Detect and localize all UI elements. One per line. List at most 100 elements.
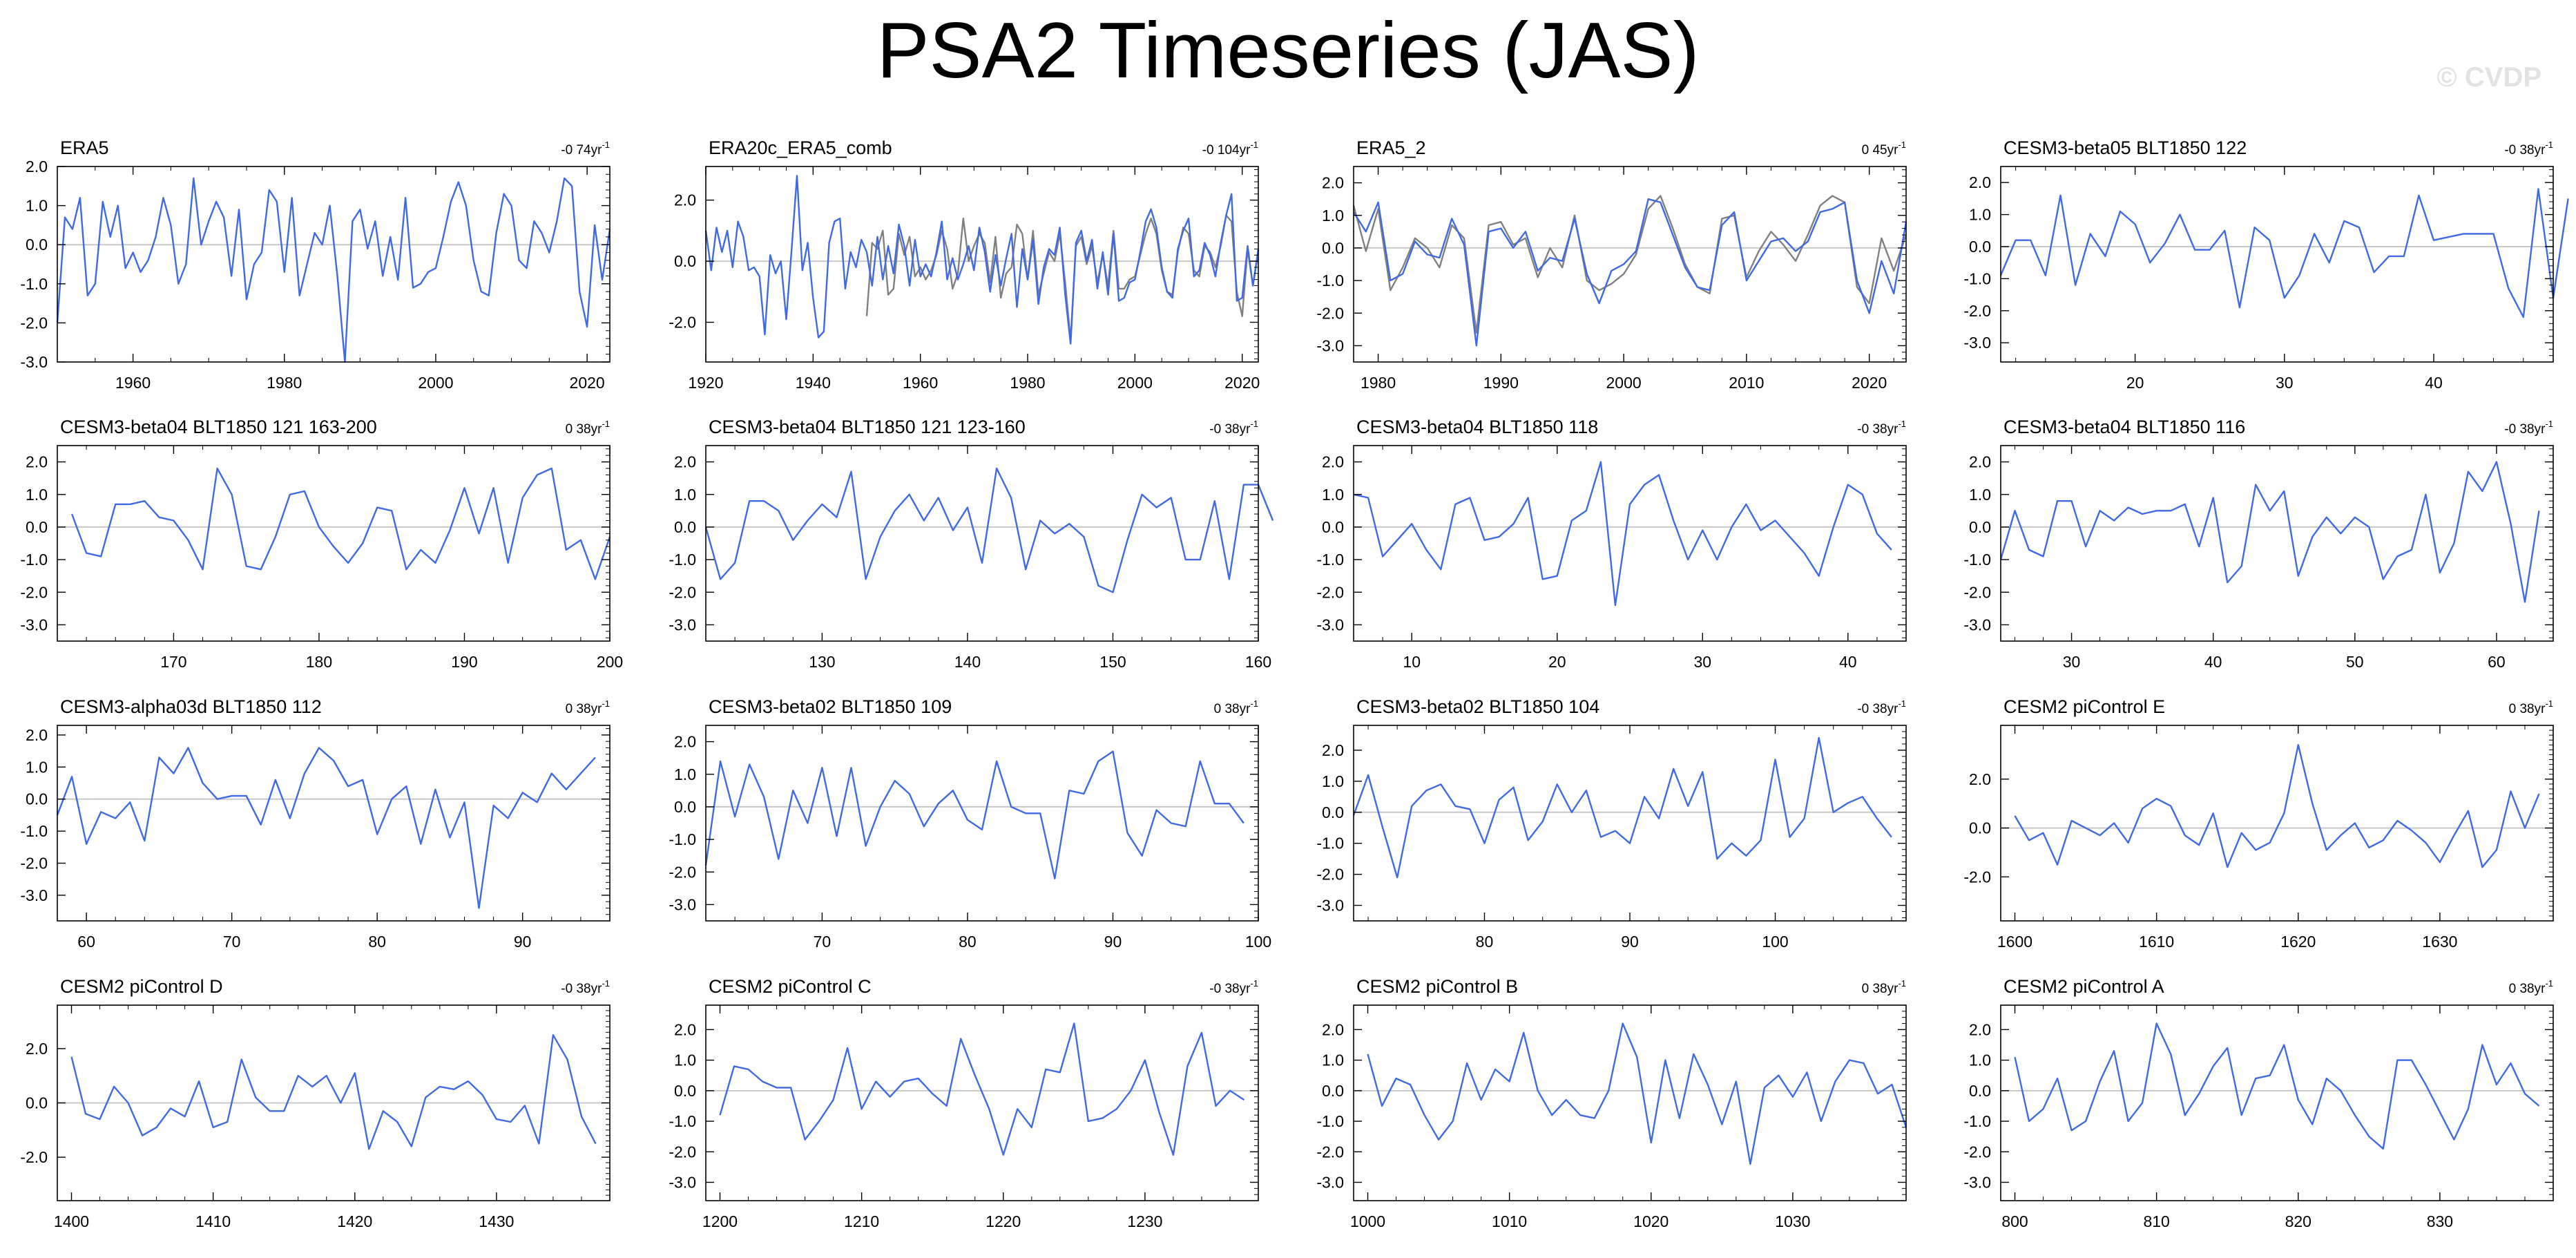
- y-tick-label: 0.0: [26, 1094, 48, 1112]
- y-tick-label: -2.0: [1316, 583, 1344, 601]
- y-tick-label: 0.0: [1322, 239, 1344, 257]
- x-tick-label: 2020: [1224, 374, 1260, 392]
- x-tick-label: 190: [451, 653, 477, 671]
- y-tick-label: -2.0: [20, 1148, 48, 1166]
- x-tick-label: 30: [2063, 653, 2081, 671]
- chart-panel: 60 70 80 90 2.0 1.0 0.0 -1.0 -2.0 -3.0 CESM3-alpha…: [20, 696, 611, 951]
- y-tick-label: -1.0: [669, 551, 696, 569]
- y-tick-label: 0.0: [674, 252, 696, 270]
- x-tick-label: 80: [959, 933, 977, 951]
- y-tick-label: -3.0: [669, 895, 696, 913]
- x-tick-label: 1430: [479, 1212, 514, 1230]
- panel-trend: 0 38yr-1: [2509, 978, 2553, 996]
- series-line: [704, 175, 1260, 345]
- x-tick-label: 60: [2488, 653, 2506, 671]
- x-tick-label: 830: [2427, 1212, 2453, 1230]
- y-tick-label: -3.0: [20, 616, 48, 633]
- x-tick-label: 1980: [1361, 374, 1396, 392]
- x-tick-label: 1030: [1775, 1212, 1810, 1230]
- x-tick-label: 80: [1476, 933, 1494, 951]
- y-tick-label: 2.0: [1969, 770, 1991, 788]
- y-tick-label: 1.0: [26, 486, 48, 504]
- y-tick-label: 0.0: [1969, 1082, 1991, 1100]
- trend-exponent: -1: [602, 978, 610, 989]
- chart-panel: 1960 1980 2000 2020 2.0 1.0 0.0 -1.0 -2.0 -3.0 ERA…: [20, 137, 611, 392]
- y-tick-label: -1.0: [669, 830, 696, 848]
- x-tick-label: 2020: [1852, 374, 1887, 392]
- trend-exponent: -1: [602, 140, 610, 150]
- y-tick-label: -2.0: [1963, 1143, 1991, 1161]
- y-tick-label: -2.0: [20, 854, 48, 872]
- chart-panel: 80 90 100 2.0 1.0 0.0 -1.0 -2.0 -3.0 CESM3-beta02…: [1316, 696, 1907, 951]
- y-tick-label: 2.0: [674, 1020, 696, 1038]
- y-tick-label: 0.0: [1969, 819, 1991, 837]
- series-line: [70, 1033, 597, 1150]
- y-tick-label: 1.0: [674, 1051, 696, 1069]
- series-line: [2014, 744, 2540, 868]
- series-line: [70, 467, 611, 580]
- series-line: [865, 214, 1260, 342]
- y-tick-label: 2.0: [1969, 453, 1991, 471]
- panel-title: CESM2 piControl E: [2003, 696, 2165, 717]
- panel-trend: -0 38yr-1: [2504, 140, 2553, 158]
- y-tick-label: -2.0: [669, 1143, 696, 1161]
- x-tick-label: 1980: [1010, 374, 1045, 392]
- chart-panel: 1200 1210 1220 1230 2.0 1.0 0.0 -1.0 -2.0 -3.0 CES…: [669, 976, 1259, 1230]
- series-line: [56, 747, 596, 909]
- trend-exponent: -1: [2545, 140, 2553, 150]
- y-tick-label: 0.0: [1322, 1082, 1344, 1100]
- panel-title: CESM2 piControl B: [1356, 976, 1518, 997]
- chart-panel: 800 810 820 830 2.0 1.0 0.0 -1.0 -2.0 -3.0 CESM2 p…: [1963, 976, 2554, 1230]
- chart-panel: 70 80 90 100 2.0 1.0 0.0 -1.0 -2.0 -3.0 CESM3-beta…: [669, 696, 1271, 951]
- chart-panel: 170 180 190 200 2.0 1.0 0.0 -1.0 -2.0 -3.0 CESM3-b…: [20, 417, 623, 671]
- panel-trend: 0 38yr-1: [566, 419, 610, 437]
- y-tick-label: -2.0: [669, 863, 696, 881]
- plot-frame: [2000, 725, 2554, 922]
- x-tick-label: 160: [1245, 653, 1271, 671]
- panel-title: CESM3-beta02 BLT1850 109: [709, 696, 952, 717]
- chart-panel: 20 30 40 2.0 1.0 0.0 -1.0 -2.0 -3.0 CESM3-beta05 …: [1963, 137, 2569, 392]
- x-tick-label: 60: [77, 933, 95, 951]
- y-tick-label: -3.0: [1963, 334, 1991, 352]
- plot-frame: [2000, 166, 2554, 363]
- trend-exponent: -1: [2545, 698, 2553, 709]
- panel-title: ERA5: [60, 137, 109, 158]
- panel-title: CESM2 piControl A: [2003, 976, 2164, 997]
- x-tick-label: 2000: [1117, 374, 1153, 392]
- panel-title: CESM2 piControl D: [60, 976, 223, 997]
- panel-trend: 0 45yr-1: [1862, 140, 1906, 158]
- x-tick-label: 1920: [688, 374, 723, 392]
- panel-title: CESM3-beta05 BLT1850 122: [2003, 137, 2247, 158]
- x-tick-label: 80: [368, 933, 386, 951]
- y-tick-label: -1.0: [1316, 551, 1344, 569]
- y-tick-label: 0.0: [674, 798, 696, 816]
- x-tick-label: 810: [2143, 1212, 2169, 1230]
- y-tick-label: 1.0: [26, 197, 48, 215]
- chart-panel: 10 20 30 40 2.0 1.0 0.0 -1.0 -2.0 -3.0 CESM3-beta0…: [1316, 417, 1907, 671]
- y-tick-label: -1.0: [669, 1112, 696, 1130]
- plot-frame: [2000, 445, 2554, 642]
- plot-frame: [57, 725, 611, 922]
- y-tick-label: -1.0: [1316, 271, 1344, 289]
- x-tick-label: 70: [223, 933, 241, 951]
- x-tick-label: 2010: [1729, 374, 1764, 392]
- y-tick-label: -3.0: [669, 616, 696, 633]
- x-tick-label: 90: [1104, 933, 1122, 951]
- x-tick-label: 1010: [1492, 1212, 1527, 1230]
- y-tick-label: 1.0: [1969, 206, 1991, 224]
- y-tick-label: 1.0: [26, 758, 48, 776]
- y-tick-label: 2.0: [1969, 1020, 1991, 1038]
- panel-title: CESM3-beta04 BLT1850 121 163-200: [60, 417, 377, 437]
- panel-trend: -0 38yr-1: [561, 978, 610, 996]
- x-tick-label: 1600: [1997, 933, 2032, 951]
- y-tick-label: 2.0: [1969, 173, 1991, 191]
- panel-title: CESM3-beta04 BLT1850 116: [2003, 417, 2245, 437]
- x-tick-label: 10: [1403, 653, 1421, 671]
- x-tick-label: 2000: [418, 374, 453, 392]
- plot-frame: [1353, 445, 1907, 642]
- x-tick-label: 100: [1245, 933, 1271, 951]
- plot-frame: [57, 445, 611, 642]
- x-tick-label: 2020: [570, 374, 605, 392]
- y-tick-label: 0.0: [1322, 803, 1344, 821]
